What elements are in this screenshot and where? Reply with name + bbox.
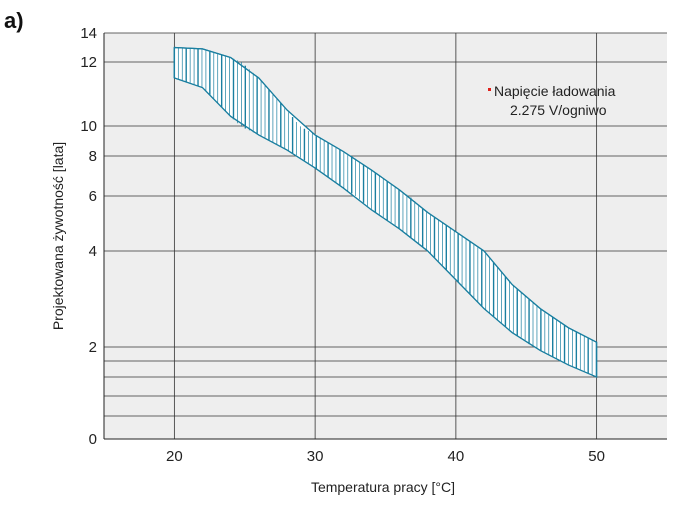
y-tick-label: 14 — [80, 25, 97, 42]
y-tick-label: 8 — [89, 148, 97, 165]
x-tick-label: 40 — [448, 448, 465, 465]
x-axis-title: Temperatura pracy [°C] — [311, 479, 455, 495]
x-tick-label: 20 — [166, 448, 183, 465]
legend-line-1: Napięcie ładowania — [494, 83, 616, 99]
y-tick-label: 0 — [89, 431, 97, 448]
legend-line-2: 2.275 V/ogniwo — [510, 102, 607, 118]
tick-labels: 20 30 40 50 0 2 4 6 8 10 12 14 — [80, 25, 605, 465]
y-tick-label: 12 — [80, 54, 97, 71]
y-axis-title: Projektowana żywotność [lata] — [50, 142, 66, 330]
x-tick-label: 50 — [588, 448, 605, 465]
lifetime-band — [173, 46, 598, 378]
plot-background — [104, 33, 667, 439]
band-outline — [173, 46, 598, 378]
y-tick-label: 2 — [89, 339, 97, 356]
legend-marker — [488, 88, 491, 91]
panel-label: a) — [4, 8, 24, 33]
y-tick-label: 4 — [89, 243, 97, 260]
x-tick-label: 30 — [307, 448, 324, 465]
y-tick-label: 6 — [89, 188, 97, 205]
y-tick-label: 10 — [80, 118, 97, 135]
legend: Napięcie ładowania 2.275 V/ogniwo — [488, 83, 616, 118]
